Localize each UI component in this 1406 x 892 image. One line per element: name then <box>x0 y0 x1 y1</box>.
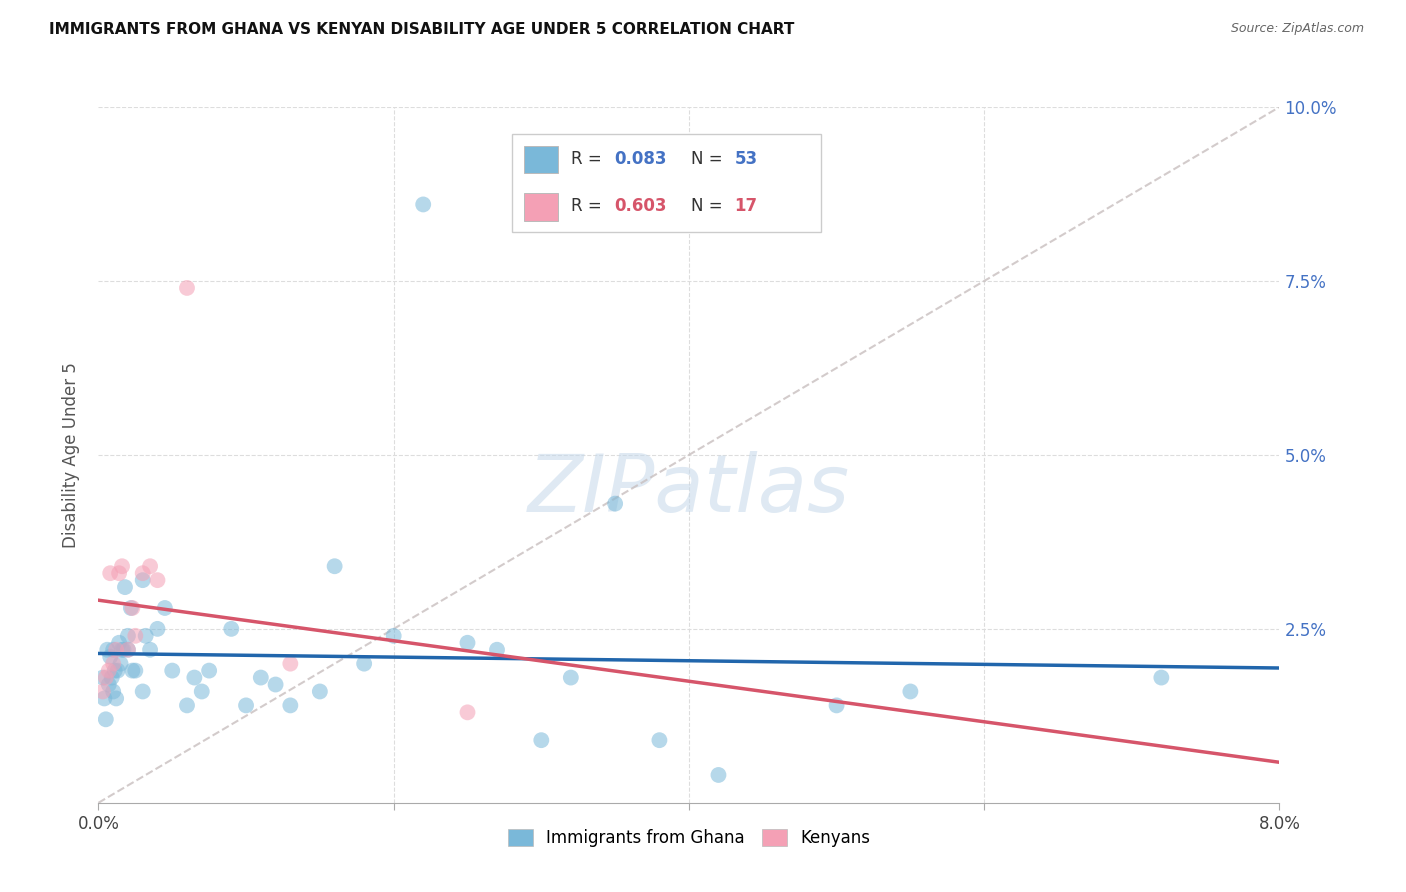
Point <box>124 664 146 678</box>
Point <box>707 768 730 782</box>
Point <box>104 664 127 678</box>
Point <box>105 642 128 657</box>
Point <box>146 573 169 587</box>
Point <box>162 664 183 678</box>
Point <box>91 684 114 698</box>
Point <box>107 664 129 678</box>
Point <box>117 642 139 657</box>
FancyBboxPatch shape <box>512 134 821 232</box>
Point <box>117 629 139 643</box>
Point <box>111 559 134 574</box>
Point <box>110 657 132 671</box>
Point <box>112 642 135 657</box>
Point <box>560 671 582 685</box>
Point <box>97 677 120 691</box>
Point <box>323 559 346 574</box>
Point <box>132 684 155 698</box>
Point <box>176 281 198 295</box>
Point <box>132 573 155 587</box>
Point <box>121 601 143 615</box>
Point <box>91 671 114 685</box>
Point <box>94 712 117 726</box>
Text: 0.083: 0.083 <box>614 150 666 169</box>
Point <box>457 636 479 650</box>
Point <box>146 622 169 636</box>
Y-axis label: Disability Age Under 5: Disability Age Under 5 <box>62 362 80 548</box>
FancyBboxPatch shape <box>524 146 558 173</box>
Point <box>382 629 405 643</box>
Point <box>124 629 146 643</box>
Point <box>103 642 125 657</box>
Point <box>98 649 121 664</box>
Point <box>114 580 136 594</box>
Text: 53: 53 <box>734 150 758 169</box>
Text: 17: 17 <box>734 197 758 215</box>
Point <box>139 559 162 574</box>
Text: Source: ZipAtlas.com: Source: ZipAtlas.com <box>1230 22 1364 36</box>
Text: IMMIGRANTS FROM GHANA VS KENYAN DISABILITY AGE UNDER 5 CORRELATION CHART: IMMIGRANTS FROM GHANA VS KENYAN DISABILI… <box>49 22 794 37</box>
Point <box>98 566 121 581</box>
Point <box>280 657 302 671</box>
Point <box>235 698 257 713</box>
Text: N =: N = <box>692 150 728 169</box>
Point <box>108 636 131 650</box>
Point <box>93 691 115 706</box>
Point <box>132 566 155 581</box>
Point <box>1150 671 1173 685</box>
Point <box>648 733 671 747</box>
Point <box>153 601 176 615</box>
Point <box>183 671 205 685</box>
Text: R =: R = <box>571 150 606 169</box>
FancyBboxPatch shape <box>524 193 558 220</box>
Point <box>117 642 139 657</box>
Point <box>457 706 479 720</box>
Text: R =: R = <box>571 197 606 215</box>
Point <box>900 684 922 698</box>
Point <box>264 677 287 691</box>
Point <box>111 642 134 657</box>
Point <box>94 671 117 685</box>
Point <box>176 698 198 713</box>
Point <box>121 664 143 678</box>
Point <box>139 642 162 657</box>
Point <box>825 698 848 713</box>
Text: ZIPatlas: ZIPatlas <box>527 450 851 529</box>
Point <box>100 671 122 685</box>
Point <box>191 684 214 698</box>
Point <box>97 664 120 678</box>
Point <box>198 664 221 678</box>
Point <box>135 629 157 643</box>
Point <box>221 622 243 636</box>
Text: N =: N = <box>692 197 728 215</box>
Point <box>353 657 375 671</box>
Point <box>103 657 125 671</box>
Point <box>103 684 125 698</box>
Point <box>105 691 128 706</box>
Point <box>120 601 142 615</box>
Point <box>309 684 332 698</box>
Point <box>605 497 627 511</box>
Text: 0.603: 0.603 <box>614 197 666 215</box>
Point <box>280 698 302 713</box>
Point <box>412 197 434 211</box>
Point <box>530 733 553 747</box>
Point <box>250 671 273 685</box>
Legend: Immigrants from Ghana, Kenyans: Immigrants from Ghana, Kenyans <box>502 822 876 854</box>
Point <box>486 642 509 657</box>
Point <box>96 642 118 657</box>
Point <box>108 566 131 581</box>
